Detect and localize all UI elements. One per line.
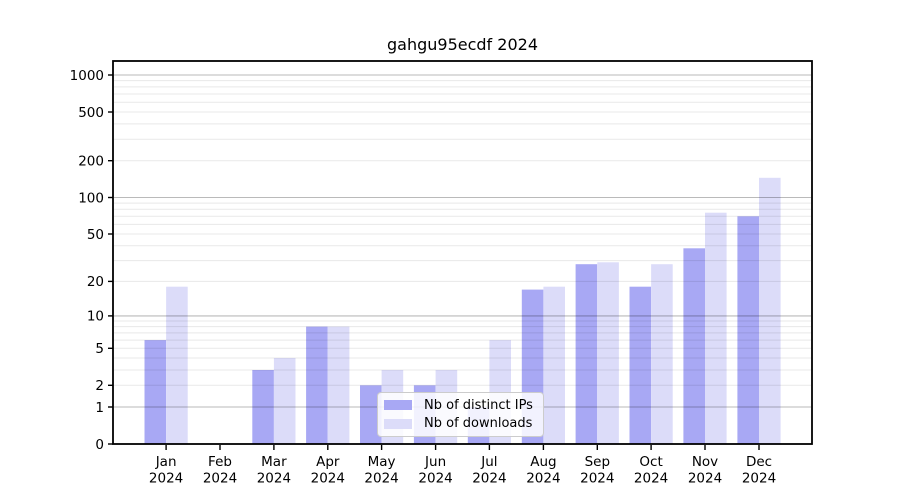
y-tick-label: 50 [87, 227, 104, 243]
x-tick-label-year: 2024 [688, 471, 722, 487]
x-tick-label-month: Sep [585, 454, 610, 470]
x-tick-label-month: Aug [530, 454, 556, 470]
x-tick-label-year: 2024 [742, 471, 776, 487]
plot-border [112, 60, 813, 445]
bar-ips-sep [575, 264, 598, 444]
x-tick-label-month: Oct [639, 454, 662, 470]
y-tick-label: 500 [78, 105, 104, 121]
x-tick-label-year: 2024 [149, 471, 183, 487]
legend-label-downloads: Nb of downloads [424, 416, 533, 432]
y-tick-label: 200 [78, 154, 104, 170]
legend-label-distinct-ips: Nb of distinct IPs [424, 397, 533, 413]
y-tick-label: 2 [95, 378, 104, 394]
bar-downloads-oct [651, 264, 673, 444]
bar-downloads-mar [273, 358, 296, 444]
x-tick-label-month: Jul [480, 454, 497, 470]
x-tick-label-year: 2024 [472, 471, 506, 487]
x-tick-label-year: 2024 [526, 471, 560, 487]
bar-ips-oct [629, 286, 652, 444]
x-tick-label-year: 2024 [634, 471, 668, 487]
y-tick-label: 10 [87, 309, 104, 325]
x-tick-label-year: 2024 [364, 471, 398, 487]
bar-downloads-apr [327, 326, 350, 444]
legend-swatch-distinct-ips [384, 400, 412, 411]
bar-ips-nov [683, 248, 705, 444]
x-tick-label-month: Mar [261, 454, 287, 470]
y-tick-label: 1000 [70, 68, 104, 84]
y-tick-label: 100 [78, 190, 104, 206]
legend-item-distinct-ips: Nb of distinct IPs [384, 396, 535, 414]
x-tick-label-month: Jun [424, 454, 446, 470]
bar-ips-mar [252, 370, 274, 444]
x-tick-label-month: May [368, 454, 396, 470]
bar-ips-apr [306, 326, 328, 444]
x-tick-label-year: 2024 [257, 471, 291, 487]
y-tick-label: 20 [87, 274, 104, 290]
x-tick-label-month: Nov [692, 454, 718, 470]
bar-ips-dec [737, 216, 759, 444]
chart-title: gahgu95ecdf 2024 [387, 35, 538, 54]
bar-downloads-nov [705, 212, 727, 444]
bar-downloads-dec [759, 177, 781, 445]
x-tick-label-month: Jan [155, 454, 177, 470]
y-tick-label: 0 [95, 437, 104, 453]
bar-ips-jan [144, 340, 167, 444]
legend: Nb of distinct IPs Nb of downloads [377, 392, 544, 437]
x-tick-label-year: 2024 [418, 471, 452, 487]
x-tick-label-month: Apr [316, 454, 340, 470]
bar-downloads-jan [166, 286, 188, 444]
bar-downloads-sep [597, 262, 619, 444]
x-tick-label-year: 2024 [203, 471, 237, 487]
y-tick-label: 5 [95, 341, 104, 357]
x-tick-label-year: 2024 [580, 471, 614, 487]
y-tick-label: 1 [95, 400, 104, 416]
bar-downloads-aug [543, 286, 565, 444]
x-tick-label-year: 2024 [311, 471, 345, 487]
x-tick-label-month: Dec [746, 454, 772, 470]
legend-item-downloads: Nb of downloads [384, 415, 535, 433]
bar-ips-may [360, 385, 382, 444]
x-tick-label-month: Feb [208, 454, 232, 470]
legend-swatch-downloads [384, 418, 412, 429]
